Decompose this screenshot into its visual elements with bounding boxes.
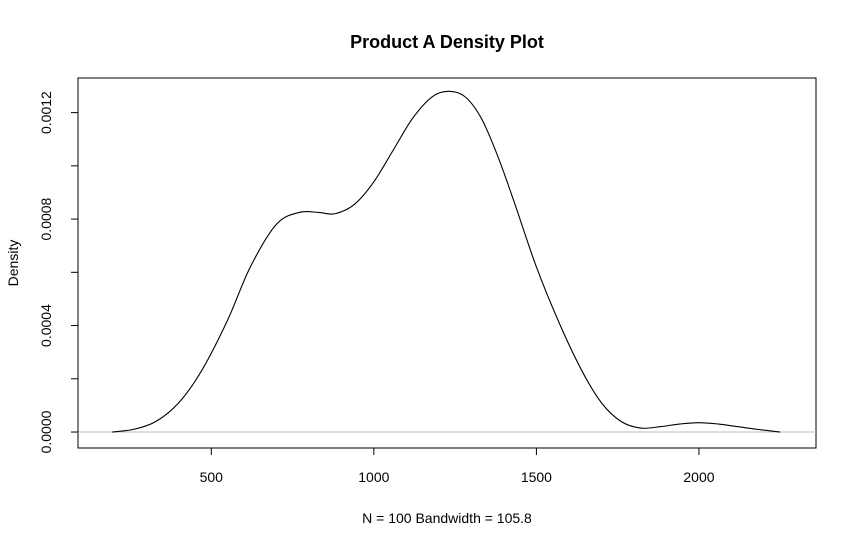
plot-frame xyxy=(77,77,817,449)
y-tick-label: 0.0000 xyxy=(38,410,54,453)
y-tick-label: 0.0008 xyxy=(38,197,54,240)
x-tick-label: 500 xyxy=(200,469,224,485)
x-axis-label: N = 100 Bandwidth = 105.8 xyxy=(362,510,532,526)
y-tick-label: 0.0004 xyxy=(38,304,54,347)
density-line xyxy=(112,90,781,433)
x-tick-label: 1000 xyxy=(358,469,389,485)
chart-title: Product A Density Plot xyxy=(350,32,544,52)
x-tick-label: 1500 xyxy=(521,469,552,485)
x-tick-label: 2000 xyxy=(683,469,714,485)
y-axis-label: Density xyxy=(5,240,21,287)
y-tick-label: 0.0012 xyxy=(38,91,54,134)
